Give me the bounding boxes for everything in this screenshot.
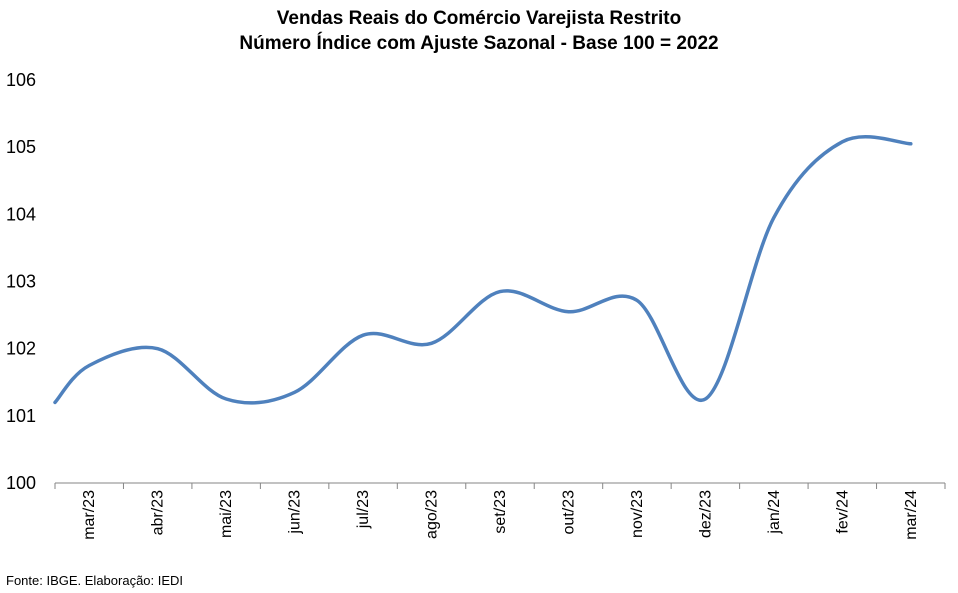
y-tick-label: 101 [6,406,36,426]
y-tick-label: 105 [6,137,36,157]
x-tick-label: jan/24 [766,490,783,535]
x-tick-label: mar/24 [903,490,920,540]
chart-subtitle: Número Índice com Ajuste Sazonal - Base … [239,33,719,54]
x-tick-label: fev/24 [834,490,851,534]
x-tick-label: mai/23 [218,490,235,538]
y-tick-label: 106 [6,70,36,90]
x-tick-label: nov/23 [629,490,646,538]
x-tick-label: jun/23 [287,490,304,535]
y-tick-labels: 100 101 102 103 104 105 106 [6,70,36,493]
y-tick-label: 102 [6,339,36,359]
x-tick-label: dez/23 [697,490,714,538]
x-tick-marks [54,483,946,489]
x-tick-labels: mar/23 abr/23 mai/23 jun/23 jul/23 ago/23 set/… [81,490,920,540]
x-tick-label: mar/23 [81,490,98,540]
x-tick-label: set/23 [492,490,509,534]
chart-title: Vendas Reais do Comércio Varejista Restr… [276,8,682,29]
x-tick-label: jul/23 [355,490,372,529]
series-line [53,135,913,405]
x-tick-label: abr/23 [150,490,167,535]
y-tick-label: 104 [6,204,36,224]
x-tick-label: out/23 [560,490,577,535]
y-tick-label: 103 [6,272,36,292]
y-tick-label: 100 [6,473,36,493]
chart-title-block: Vendas Reais do Comércio Varejista Restr… [0,6,958,56]
source-note: Fonte: IBGE. Elaboração: IEDI [6,573,184,588]
x-tick-label: ago/23 [424,490,441,539]
